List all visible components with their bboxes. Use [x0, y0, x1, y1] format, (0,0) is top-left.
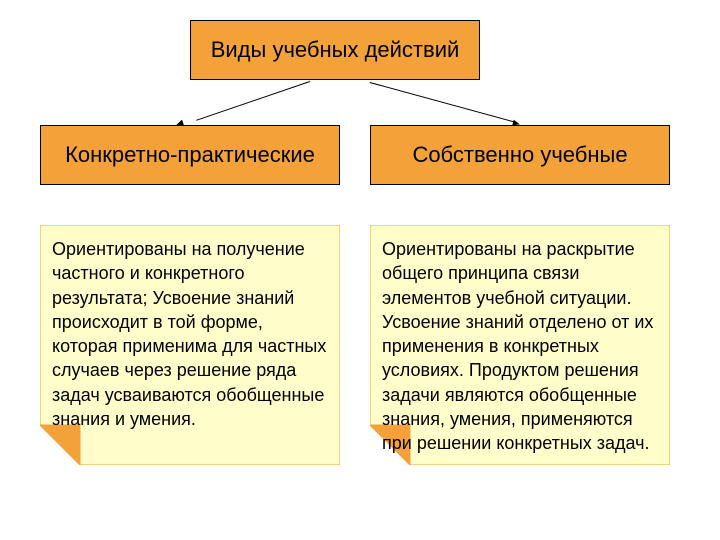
child-label-right: Собственно учебные — [412, 142, 627, 168]
child-label-left: Конкретно-практические — [65, 142, 315, 168]
root-label: Виды учебных действий — [211, 37, 460, 63]
child-node-left: Конкретно-практические — [40, 125, 340, 185]
edge-line — [196, 81, 310, 121]
child-node-right: Собственно учебные — [370, 125, 670, 185]
note-text-left: Ориентированы на получение частного и ко… — [40, 225, 340, 465]
note-text-right: Ориентированы на раскрытие общего принци… — [370, 225, 670, 465]
root-node: Виды учебных действий — [190, 20, 480, 80]
note-left: Ориентированы на получение частного и ко… — [40, 225, 340, 465]
diagram-canvas: Виды учебных действий Конкретно-практиче… — [0, 0, 720, 540]
note-right: Ориентированы на раскрытие общего принци… — [370, 225, 670, 465]
edge-line — [370, 82, 514, 122]
